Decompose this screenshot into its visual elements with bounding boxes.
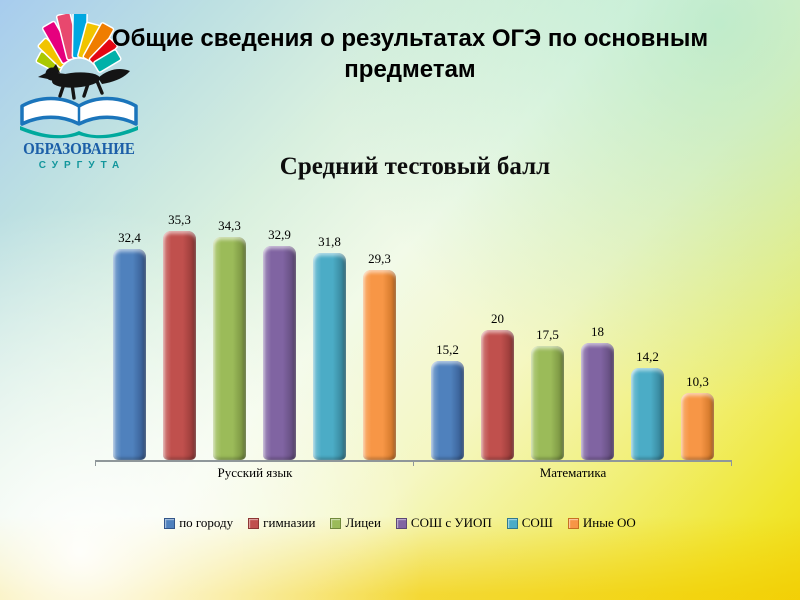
legend-item-0: по городу — [164, 515, 233, 531]
bar-3-cat-1: 18 — [581, 324, 614, 460]
bar-rect — [213, 237, 246, 460]
obrazovanie-surguta-logo: ОБРАЗОВАНИЕ СУРГУТА — [12, 14, 146, 171]
logo-org-subname: СУРГУТА — [38, 159, 126, 171]
legend-label: СОШ — [521, 515, 553, 530]
legend-swatch-icon — [164, 517, 176, 529]
chart-title: Средний тестовый балл — [279, 153, 551, 180]
logo-org-name: ОБРАЗОВАНИЕ — [23, 139, 135, 158]
bar-1-cat-1: 20 — [481, 311, 514, 460]
legend-label: Иные ОО — [582, 515, 636, 530]
bar-rect — [113, 249, 146, 460]
bar-5-cat-1: 10,3 — [681, 374, 714, 460]
legend-swatch-icon — [567, 517, 579, 529]
fox-icon — [38, 64, 130, 100]
bar-value-label: 29,3 — [368, 251, 391, 266]
open-book-icon — [20, 96, 138, 139]
bar-value-label: 35,3 — [168, 212, 191, 227]
bar-value-label: 32,4 — [118, 230, 141, 245]
bar-4-cat-1: 14,2 — [631, 349, 664, 460]
legend-label: гимназии — [263, 515, 316, 530]
legend-label: Лицеи — [345, 515, 381, 530]
bar-value-label: 34,3 — [218, 218, 241, 233]
bar-rect — [581, 343, 614, 460]
bar-0-cat-0: 32,4 — [113, 230, 146, 460]
legend-item-4: СОШ — [506, 515, 553, 531]
x-axis-category-label: Русский язык — [217, 465, 293, 480]
bar-value-label: 32,9 — [268, 227, 291, 242]
legend-swatch-icon — [506, 517, 518, 529]
bar-value-label: 14,2 — [636, 349, 659, 364]
legend-label: СОШ с УИОП — [410, 515, 492, 530]
x-axis-tick — [95, 461, 96, 466]
bar-value-label: 31,8 — [318, 234, 341, 249]
bar-rect — [431, 361, 464, 460]
bar-rect — [363, 270, 396, 460]
bar-0-cat-1: 15,2 — [431, 342, 464, 460]
bar-rect — [631, 368, 664, 460]
legend-label: по городу — [179, 515, 234, 530]
bar-rect — [313, 253, 346, 460]
bar-2-cat-0: 34,3 — [213, 218, 246, 460]
bar-group-0: 32,4 35,3 34,3 32,9 31,8 29,3 — [113, 212, 396, 460]
x-axis-tick — [413, 461, 414, 466]
x-axis-category-label: Математика — [539, 465, 607, 480]
bar-4-cat-0: 31,8 — [313, 234, 346, 460]
bar-5-cat-0: 29,3 — [363, 251, 396, 460]
plot-area: 32,4 35,3 34,3 32,9 31,8 29,3 15,2 20 17,5 18 14,2… — [95, 212, 735, 460]
bar-value-label: 20 — [491, 311, 504, 326]
bar-value-label: 10,3 — [686, 374, 709, 389]
bar-rect — [163, 231, 196, 460]
chart-legend: по городу гимназии Лицеи СОШ с УИОП СОШ Иные … — [0, 515, 800, 531]
bar-3-cat-0: 32,9 — [263, 227, 296, 460]
bar-1-cat-0: 35,3 — [163, 212, 196, 460]
legend-swatch-icon — [248, 517, 260, 529]
bar-rect — [481, 330, 514, 460]
logo-emblem-icon — [20, 14, 138, 139]
bar-rect — [263, 246, 296, 460]
bar-value-label: 15,2 — [436, 342, 459, 357]
bar-group-1: 15,2 20 17,5 18 14,2 10,3 — [431, 311, 714, 460]
legend-swatch-icon — [330, 517, 342, 529]
bar-rect — [531, 346, 564, 460]
bar-2-cat-1: 17,5 — [531, 327, 564, 460]
legend-item-3: СОШ с УИОП — [395, 515, 492, 531]
bar-value-label: 18 — [591, 324, 604, 339]
x-axis-tick — [731, 461, 732, 466]
legend-item-5: Иные ОО — [567, 515, 636, 531]
legend-swatch-icon — [395, 517, 407, 529]
legend-item-2: Лицеи — [330, 515, 381, 531]
bar-rect — [681, 393, 714, 460]
legend-item-1: гимназии — [248, 515, 315, 531]
bar-value-label: 17,5 — [536, 327, 559, 342]
slide-title: Общие сведения о результатах ОГЭ по осно… — [111, 25, 709, 83]
